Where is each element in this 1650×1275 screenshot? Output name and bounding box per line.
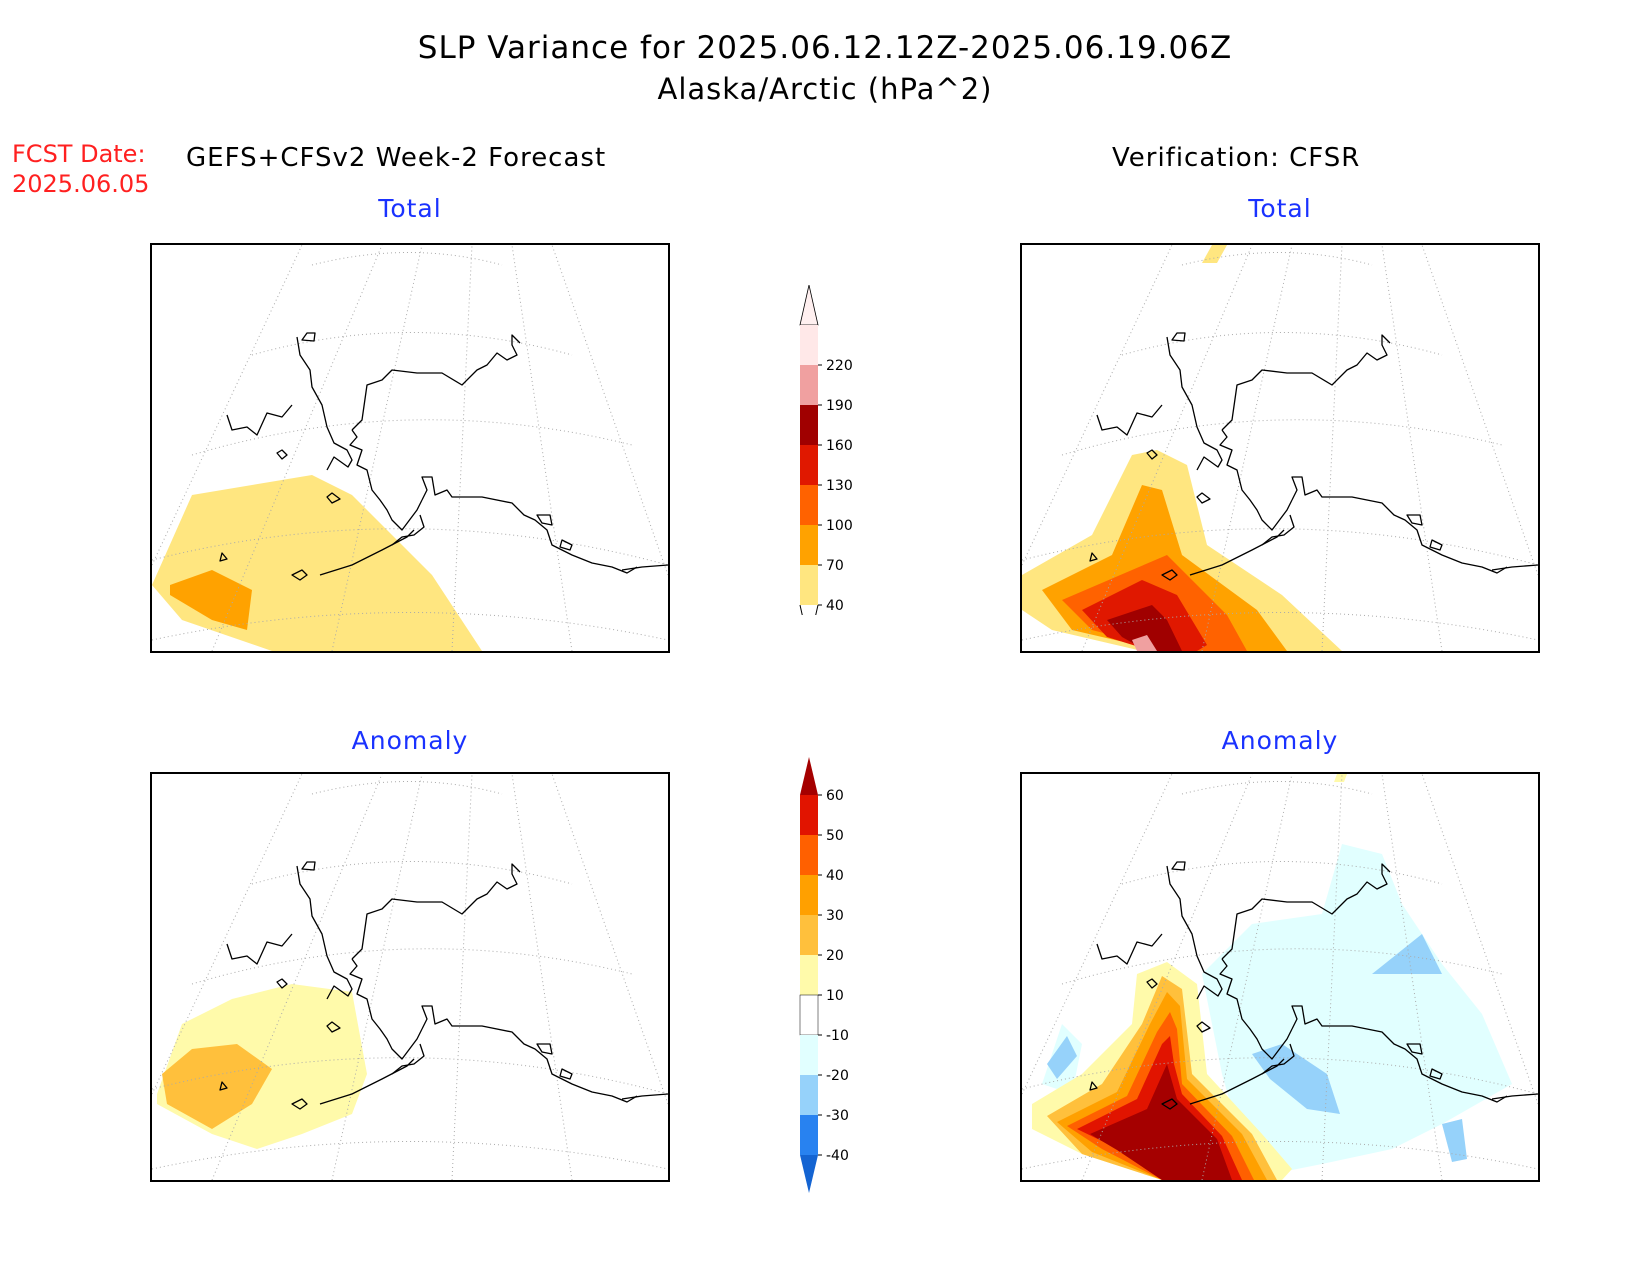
alaska-coastline [1089,332,1538,581]
colorbar-swatch [800,565,818,605]
map-panel-forecast-total [150,243,670,653]
colorbar-top-tail [799,285,819,326]
lat-lon-gridlines [152,774,668,1180]
colorbar-swatch [800,325,818,365]
colorbar-swatch [800,1035,818,1075]
colorbar-swatch [800,1115,818,1155]
colorbar-top-triangle [800,757,818,795]
colorbar-swatch [800,795,818,835]
colorbar-swatch [800,915,818,955]
colorbar-swatch [800,1075,818,1115]
lat-lon-gridlines [152,245,668,651]
map-title-line1: SLP Variance for 2025.06.12.12Z-2025.06.… [417,30,1233,66]
map-panel-verification-total [1020,243,1540,653]
panel-label-verification-total: Total [1248,194,1312,223]
colorbar-swatch [800,445,818,485]
colorbar-tick-label: -30 [826,1108,849,1124]
colorbar-tick-label: 10 [826,988,844,1004]
colorbar-swatch [800,955,818,995]
colorbar-tick-label: 160 [826,438,853,454]
colorbar-bottom-triangle [800,1155,818,1193]
colorbar-tick-label: 70 [826,558,844,574]
colorbar-swatch [800,405,818,445]
lat-lon-gridlines [1022,245,1538,651]
anomaly-shading [1032,774,1512,1180]
anomaly-shading [157,984,367,1149]
colorbar-tick-label: 40 [826,598,844,614]
alaska-coastline [1089,861,1538,1110]
variance-shading [1022,245,1342,651]
panel-label-forecast-anomaly: Anomaly [351,726,469,755]
colorbar-bottom-tail [799,604,819,615]
colorbar-tick-label: -40 [826,1148,849,1164]
map-panel-forecast-anomaly [150,772,670,1182]
colorbar-swatch [800,485,818,525]
colorbar-tick-label: -10 [826,1028,849,1044]
colorbar-tick-label: 100 [826,518,853,534]
colorbar-tick-label: 190 [826,398,853,414]
map-panel-verification-anomaly [1020,772,1540,1182]
colorbar-tick-label: 30 [826,908,844,924]
panel-label-forecast-total: Total [378,194,442,223]
colorbar-swatch [800,875,818,915]
colorbar-tick-label: 220 [826,358,853,374]
alaska-coastline [219,332,668,581]
colorbar-tick-label: 20 [826,948,844,964]
colorbar-swatch [800,835,818,875]
panel-label-verification-anomaly: Anomaly [1221,726,1339,755]
total-variance-colorbar: 40 70 100 130 160 190 220 [799,285,853,615]
map-title-line2: Alaska/Arctic (hPa^2) [657,72,993,106]
lat-lon-gridlines [1022,774,1538,1180]
verification-header: Verification: CFSR [1112,143,1361,173]
forecast-header: GEFS+CFSv2 Week-2 Forecast [186,143,607,173]
colorbar-tick-label: 50 [826,828,844,844]
anomaly-variance-colorbar: -40 -30 -20 -10 10 20 30 40 50 60 [799,757,849,1193]
colorbar-tick-label: -20 [826,1068,849,1084]
colorbar-tick-label: 60 [826,788,844,804]
colorbar-swatch [800,525,818,565]
colorbar-tick-label: 40 [826,868,844,884]
colorbar-swatch [800,365,818,405]
alaska-coastline [219,861,668,1110]
fcst-date-label: FCST Date: [12,140,146,168]
fcst-date-value: 2025.06.05 [12,170,150,198]
colorbar-swatch [799,994,819,1036]
colorbar-tick-label: 130 [826,478,853,494]
variance-shading [152,475,482,651]
